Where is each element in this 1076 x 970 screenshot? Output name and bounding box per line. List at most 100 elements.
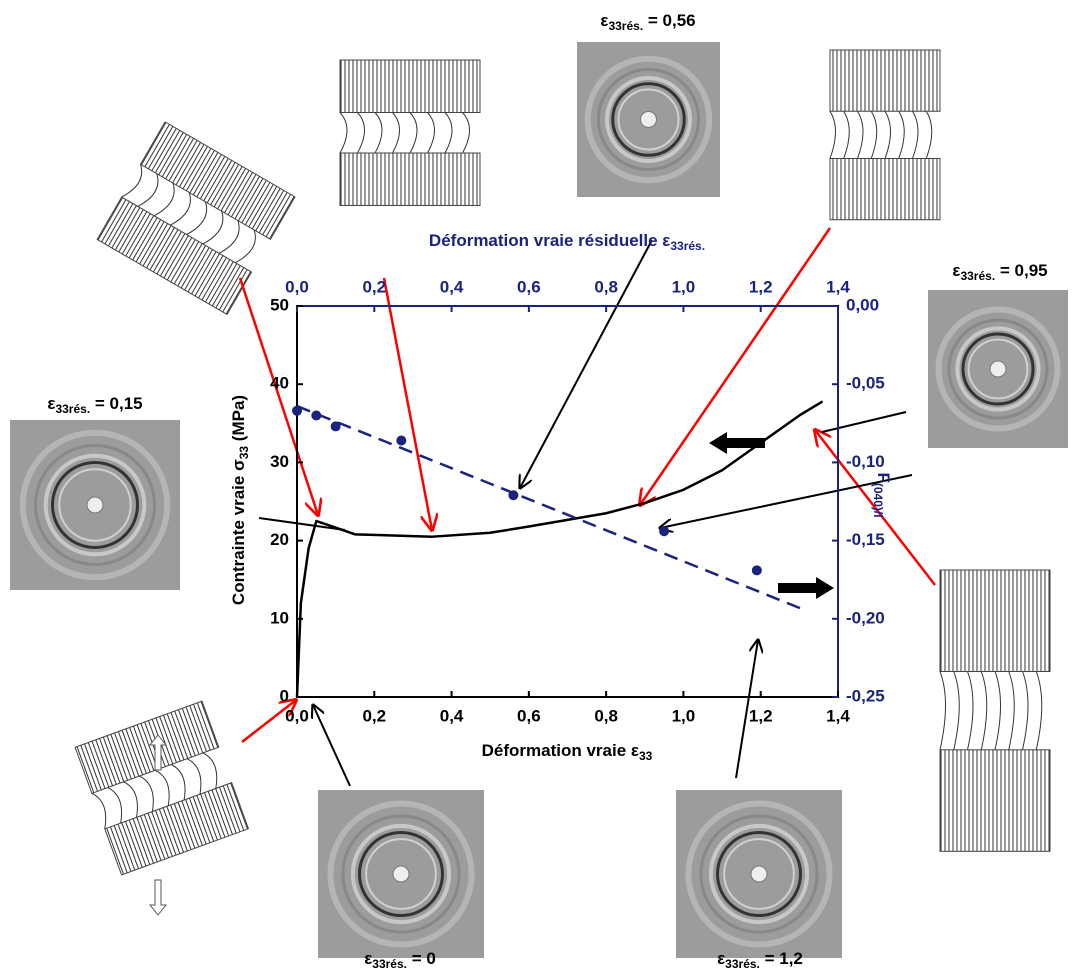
ring [605,76,692,163]
crystal-lamella [939,569,1051,672]
ring [51,461,139,549]
data-point [751,565,762,576]
black-arrow [313,705,351,787]
black-arrow [520,239,653,488]
red-arrow [241,700,296,743]
y-axis-title: Contrainte vraie σ33 (MPa) [229,395,251,605]
fit-line [296,404,808,613]
label-value: = 0,95 [995,261,1047,280]
crystal-lamella [829,158,941,221]
label-subscript: 33rés. [55,402,90,416]
diffraction-pattern [577,42,720,197]
title-main: F [874,472,893,482]
black-arrow [735,640,758,779]
ring [596,67,701,172]
x2-tick-label: 0,0 [285,277,309,296]
label-symbol: ε [600,11,608,30]
x-tick-label: 1,0 [672,706,696,725]
ring [327,800,475,948]
y2-tick-label: -0,20 [846,608,885,627]
axis-pointer-right [778,577,834,599]
black-arrow [660,474,913,528]
amorphous-chains [121,164,256,264]
x2-tick-label: 1,2 [749,277,773,296]
black-line [821,411,907,433]
pattern-label: ε33rés. = 0,95 [952,261,1047,283]
x2-tick-label: 0,8 [594,277,618,296]
label-value: = 0,15 [90,394,142,413]
y2-axis-title: F(040)/l [871,472,893,517]
x-tick-label: 0,4 [440,706,464,725]
x2-tick-label: 1,4 [826,277,850,296]
ring [584,55,713,184]
ring [947,318,1049,420]
beam-stop [640,111,657,128]
data-point [311,410,322,421]
ring [34,444,156,566]
crystal-lamella [74,700,220,794]
amorphous-chains [939,671,1043,750]
ring [961,332,1035,406]
title-main: Contrainte vraie σ [229,459,248,605]
lamellae-schematic [339,59,481,206]
amorphous-chains [91,752,218,829]
y2-tick-label: -0,15 [846,530,885,549]
red-arrow [382,277,432,530]
diffraction-pattern [928,290,1068,448]
ring [341,814,461,934]
diffraction-pattern [676,790,842,958]
title-main: Déformation vraie résiduelle ε [429,231,670,250]
label-symbol: ε [952,261,960,280]
axis-pointer-left [709,432,765,454]
x-tick-label: 1,2 [749,706,773,725]
ring [358,831,444,917]
crystal-lamella [339,59,481,113]
ring [967,338,1029,400]
beam-stop [750,865,768,883]
y-tick-label: 10 [270,608,289,627]
x2-tick-label: 1,0 [672,277,696,296]
beam-stop [392,865,410,883]
x-axis-title: Déformation vraie ε33 [482,741,653,763]
crystal-lamella [829,49,941,112]
title-subscript: (040)/l [871,483,885,518]
y2-tick-label: 0,00 [846,295,879,314]
diffraction-pattern [10,420,180,590]
red-arrow [815,430,936,586]
beam-stop [86,496,104,514]
illustrations [10,42,1068,958]
ring [708,823,810,925]
pattern-label: ε33rés. = 0,56 [600,11,695,33]
ring [58,468,132,542]
label-subscript: 33rés. [725,957,760,970]
x-tick-label: 0,8 [594,706,618,725]
y-tick-label: 0 [280,686,289,705]
pattern-label: ε33rés. = 1,2 [717,949,803,970]
ring [699,814,819,934]
title-main: Déformation vraie ε [482,741,639,760]
crystal-lamella [339,152,481,206]
label-symbol: ε [364,949,372,968]
label-value: = 0 [407,949,436,968]
ring [955,326,1041,412]
label-subscript: 33rés. [372,957,407,970]
pattern-label: ε33rés. = 0 [364,949,436,970]
ring [350,823,452,925]
x2-axis-title: Déformation vraie résiduelle ε33rés. [429,231,705,253]
ring [43,453,147,557]
amorphous-chains [339,112,470,154]
title-subscript: 33 [639,749,653,763]
x2-tick-label: 0,4 [440,277,464,296]
ring [716,831,802,917]
crystal-lamella [939,749,1051,852]
pattern-label: ε33rés. = 0,15 [47,394,142,416]
ring [617,88,680,151]
title-subscript: 33 [237,446,251,460]
crystal-lamella [104,782,250,876]
data-point [659,526,670,537]
lamellae-schematic [829,49,941,221]
label-subscript: 33rés. [960,269,995,283]
amorphous-chains [829,110,933,159]
